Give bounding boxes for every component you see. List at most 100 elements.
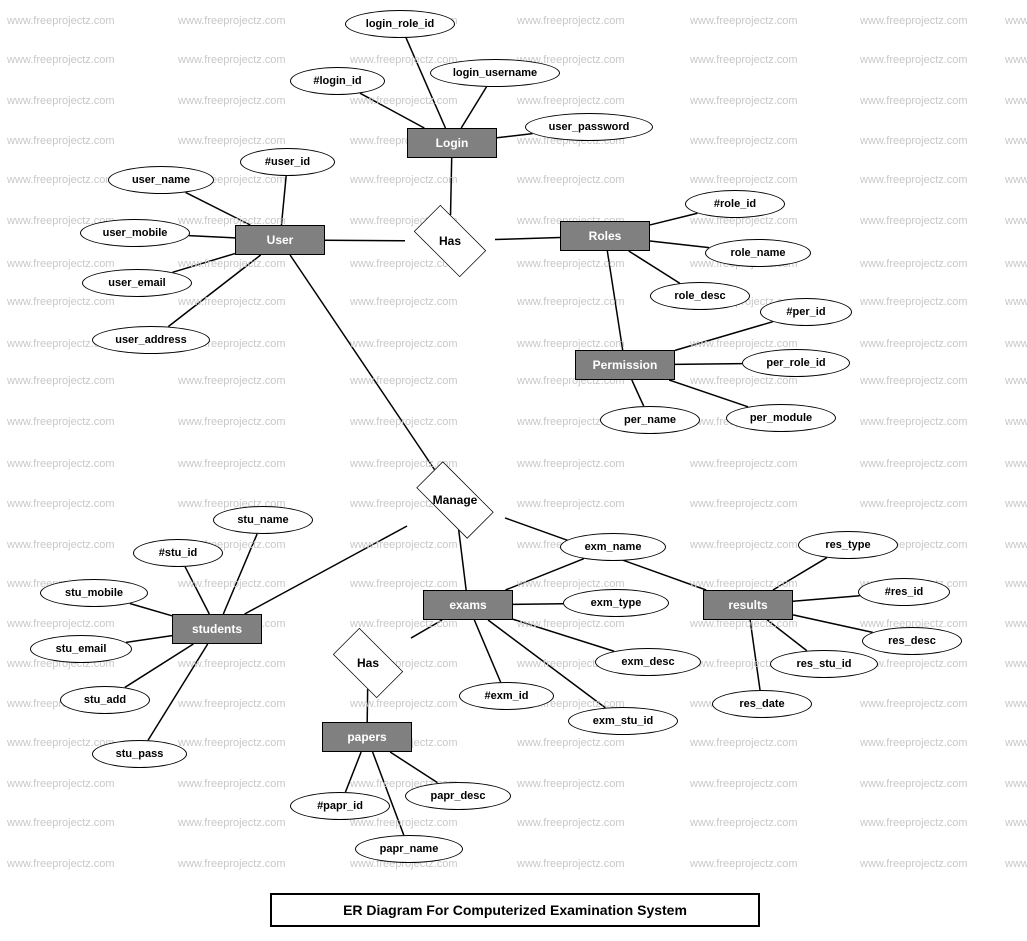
- attribute-label: papr_name: [380, 843, 439, 855]
- attribute-per_module: per_module: [726, 404, 836, 432]
- watermark-text: www.freeprojectz.com: [7, 539, 115, 551]
- attribute-label: exm_name: [585, 541, 642, 553]
- relationship-label: Manage: [433, 493, 478, 507]
- relationship-label: Has: [439, 234, 461, 248]
- entity-label: Roles: [589, 229, 622, 243]
- watermark-text: www.freeprojectz.com: [178, 778, 286, 790]
- watermark-text: www.freeprojectz.com: [1005, 817, 1027, 829]
- watermark-text: www.freeprojectz.com: [860, 858, 968, 870]
- watermark-text: www.freeprojectz.com: [1005, 778, 1027, 790]
- watermark-text: www.freeprojectz.com: [178, 698, 286, 710]
- watermark-text: www.freeprojectz.com: [517, 618, 625, 630]
- attribute-role_name: role_name: [705, 239, 811, 267]
- watermark-text: www.freeprojectz.com: [517, 15, 625, 27]
- watermark-text: www.freeprojectz.com: [690, 338, 798, 350]
- watermark-text: www.freeprojectz.com: [690, 375, 798, 387]
- attribute-label: #user_id: [265, 156, 310, 168]
- watermark-text: www.freeprojectz.com: [1005, 737, 1027, 749]
- watermark-text: www.freeprojectz.com: [860, 215, 968, 227]
- attribute-label: role_desc: [674, 290, 725, 302]
- attribute-label: role_name: [730, 247, 785, 259]
- watermark-text: www.freeprojectz.com: [690, 135, 798, 147]
- watermark-text: www.freeprojectz.com: [690, 578, 798, 590]
- watermark-text: www.freeprojectz.com: [350, 296, 458, 308]
- attribute-label: #res_id: [885, 586, 924, 598]
- entity-label: results: [728, 598, 767, 612]
- attribute-login_id: #login_id: [290, 67, 385, 95]
- watermark-text: www.freeprojectz.com: [7, 778, 115, 790]
- watermark-text: www.freeprojectz.com: [7, 54, 115, 66]
- entity-label: User: [267, 233, 294, 247]
- watermark-text: www.freeprojectz.com: [860, 498, 968, 510]
- entity-user: User: [235, 225, 325, 255]
- watermark-text: www.freeprojectz.com: [1005, 618, 1027, 630]
- entity-roles: Roles: [560, 221, 650, 251]
- watermark-text: www.freeprojectz.com: [860, 416, 968, 428]
- watermark-text: www.freeprojectz.com: [860, 778, 968, 790]
- attribute-user_email: user_email: [82, 269, 192, 297]
- watermark-text: www.freeprojectz.com: [7, 15, 115, 27]
- attribute-per_name: per_name: [600, 406, 700, 434]
- watermark-text: www.freeprojectz.com: [7, 258, 115, 270]
- watermark-text: www.freeprojectz.com: [350, 375, 458, 387]
- watermark-text: www.freeprojectz.com: [860, 258, 968, 270]
- attribute-label: user_address: [115, 334, 187, 346]
- entity-label: students: [192, 622, 242, 636]
- attribute-stu_add: stu_add: [60, 686, 150, 714]
- watermark-text: www.freeprojectz.com: [350, 817, 458, 829]
- attribute-papr_desc: papr_desc: [405, 782, 511, 810]
- attribute-res_id: #res_id: [858, 578, 950, 606]
- attribute-label: per_module: [750, 412, 812, 424]
- attribute-exm_desc: exm_desc: [595, 648, 701, 676]
- watermark-text: www.freeprojectz.com: [690, 174, 798, 186]
- attribute-label: #per_id: [786, 306, 825, 318]
- watermark-text: www.freeprojectz.com: [690, 54, 798, 66]
- watermark-text: www.freeprojectz.com: [1005, 215, 1027, 227]
- watermark-text: www.freeprojectz.com: [7, 95, 115, 107]
- relationship-manage: Manage: [405, 474, 505, 526]
- watermark-text: www.freeprojectz.com: [350, 416, 458, 428]
- attribute-exm_stu_id: exm_stu_id: [568, 707, 678, 735]
- watermark-text: www.freeprojectz.com: [517, 498, 625, 510]
- attribute-login_role_id: login_role_id: [345, 10, 455, 38]
- relationship-has_bottom: Has: [325, 637, 411, 689]
- watermark-text: www.freeprojectz.com: [860, 375, 968, 387]
- attribute-label: per_role_id: [766, 357, 825, 369]
- watermark-text: www.freeprojectz.com: [690, 15, 798, 27]
- attribute-stu_name: stu_name: [213, 506, 313, 534]
- watermark-text: www.freeprojectz.com: [860, 338, 968, 350]
- watermark-text: www.freeprojectz.com: [517, 174, 625, 186]
- watermark-text: www.freeprojectz.com: [517, 338, 625, 350]
- relationship-label: Has: [357, 656, 379, 670]
- diagram-title-text: ER Diagram For Computerized Examination …: [343, 902, 687, 918]
- watermark-text: www.freeprojectz.com: [690, 95, 798, 107]
- watermark-text: www.freeprojectz.com: [178, 258, 286, 270]
- watermark-text: www.freeprojectz.com: [860, 15, 968, 27]
- watermark-text: www.freeprojectz.com: [690, 498, 798, 510]
- attribute-label: stu_mobile: [65, 587, 123, 599]
- watermark-text: www.freeprojectz.com: [1005, 135, 1027, 147]
- attribute-label: stu_email: [56, 643, 107, 655]
- attribute-label: exm_desc: [621, 656, 674, 668]
- watermark-text: www.freeprojectz.com: [517, 858, 625, 870]
- watermark-text: www.freeprojectz.com: [178, 375, 286, 387]
- connector-lines: [0, 0, 1027, 941]
- entity-label: exams: [449, 598, 486, 612]
- watermark-text: www.freeprojectz.com: [350, 174, 458, 186]
- watermark-text: www.freeprojectz.com: [178, 54, 286, 66]
- watermark-text: www.freeprojectz.com: [1005, 578, 1027, 590]
- watermark-text: www.freeprojectz.com: [178, 458, 286, 470]
- attribute-label: res_stu_id: [796, 658, 851, 670]
- attribute-label: res_type: [825, 539, 870, 551]
- attribute-per_role_id: per_role_id: [742, 349, 850, 377]
- diagram-title: ER Diagram For Computerized Examination …: [270, 893, 760, 927]
- watermark-text: www.freeprojectz.com: [178, 578, 286, 590]
- attribute-user_address: user_address: [92, 326, 210, 354]
- watermark-text: www.freeprojectz.com: [690, 458, 798, 470]
- attribute-papr_name: papr_name: [355, 835, 463, 863]
- attribute-user_id: #user_id: [240, 148, 335, 176]
- attribute-label: res_date: [739, 698, 784, 710]
- entity-label: papers: [347, 730, 386, 744]
- attribute-label: exm_stu_id: [593, 715, 654, 727]
- watermark-text: www.freeprojectz.com: [1005, 174, 1027, 186]
